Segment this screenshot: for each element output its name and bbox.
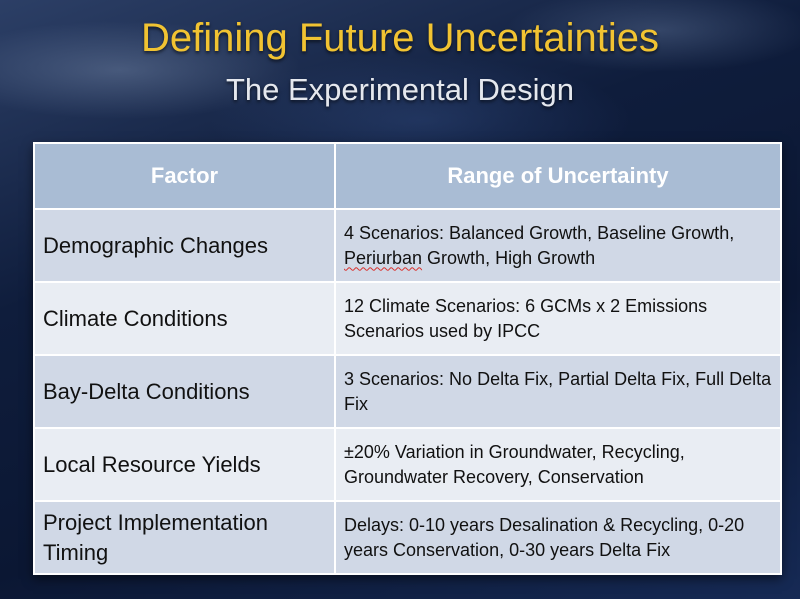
range-text: Growth, High Growth bbox=[422, 247, 596, 268]
range-cell: Delays: 0-10 years Desalination & Recycl… bbox=[334, 500, 782, 575]
factor-cell: Local Resource Yields bbox=[33, 427, 336, 502]
table-row: Local Resource Yields ±20% Variation in … bbox=[33, 427, 782, 502]
factor-cell: Climate Conditions bbox=[33, 281, 336, 356]
range-cell: 3 Scenarios: No Delta Fix, Partial Delta… bbox=[334, 354, 782, 429]
table-header-row: Factor Range of Uncertainty bbox=[33, 142, 782, 210]
slide-title: Defining Future Uncertainties bbox=[140, 16, 660, 60]
uncertainty-table: Factor Range of Uncertainty Demographic … bbox=[33, 142, 782, 575]
factor-cell: Project Implementation Timing bbox=[33, 500, 336, 575]
table-row: Project Implementation Timing Delays: 0-… bbox=[33, 500, 782, 575]
header-range-of-uncertainty: Range of Uncertainty bbox=[334, 142, 782, 210]
header-factor: Factor bbox=[33, 142, 336, 210]
range-cell: 4 Scenarios: Balanced Growth, Baseline G… bbox=[334, 208, 782, 283]
slide-subtitle: The Experimental Design bbox=[225, 72, 575, 107]
range-cell: 12 Climate Scenarios: 6 GCMs x 2 Emissio… bbox=[334, 281, 782, 356]
table-row: Demographic Changes 4 Scenarios: Balance… bbox=[33, 208, 782, 283]
table-row: Climate Conditions 12 Climate Scenarios:… bbox=[33, 281, 782, 356]
factor-cell: Demographic Changes bbox=[33, 208, 336, 283]
table-row: Bay-Delta Conditions 3 Scenarios: No Del… bbox=[33, 354, 782, 429]
spellcheck-flagged-word: Periurban bbox=[344, 247, 423, 268]
range-text: 4 Scenarios: Balanced Growth, Baseline G… bbox=[344, 222, 735, 243]
range-cell: ±20% Variation in Groundwater, Recycling… bbox=[334, 427, 782, 502]
factor-cell: Bay-Delta Conditions bbox=[33, 354, 336, 429]
